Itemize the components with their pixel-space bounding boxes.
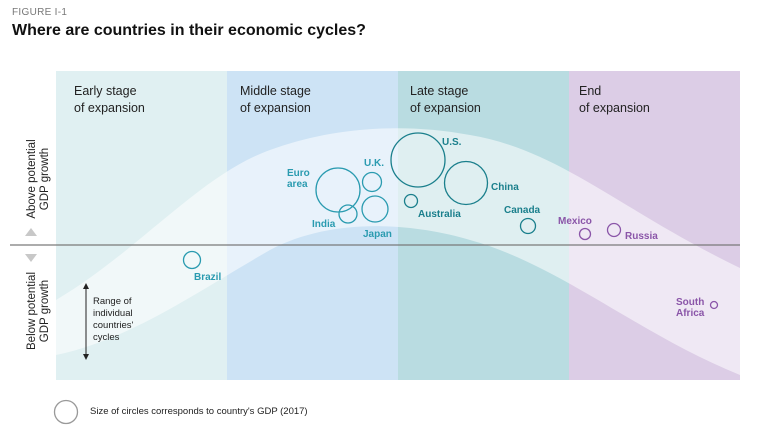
cycle-range-band	[56, 128, 740, 375]
y-label-above-line1: Above potential	[26, 139, 38, 219]
range-arrow-up-icon	[83, 283, 89, 289]
label-south-africa: South Africa	[676, 297, 704, 319]
chart-title: Where are countries in their economic cy…	[12, 22, 366, 39]
label-mexico: Mexico	[558, 216, 592, 227]
stage-middle-line2: of expansion	[240, 101, 311, 115]
circle-canada	[519, 217, 537, 235]
y-label-below: Below potential GDP growth	[26, 256, 52, 366]
legend-circle-icon	[53, 399, 79, 425]
range-arrow-down-icon	[83, 354, 89, 360]
circle-euro-area	[315, 167, 361, 213]
label-euro-area: Euro area	[287, 168, 310, 190]
range-note-line3: countries'	[93, 320, 134, 331]
circle-australia	[403, 193, 419, 209]
circle-mexico	[578, 227, 592, 241]
y-label-above-line2: GDP growth	[39, 147, 51, 211]
figure-label: FIGURE I-1	[12, 7, 68, 18]
circle-russia	[606, 222, 622, 238]
label-south-africa-line2: Africa	[676, 308, 705, 319]
label-uk: U.K.	[364, 158, 384, 169]
stage-early-label: Early stage of expansion	[74, 83, 145, 117]
label-brazil: Brazil	[194, 272, 222, 283]
y-label-below-line1: Below potential	[26, 272, 38, 350]
label-china: China	[491, 182, 519, 193]
label-euro-area-line1: Euro	[287, 168, 310, 179]
stage-end-label: End of expansion	[579, 83, 650, 117]
stage-end-line2: of expansion	[579, 101, 650, 115]
stage-end-line1: End	[579, 84, 602, 98]
label-russia: Russia	[625, 231, 658, 242]
circle-us	[390, 132, 446, 188]
stage-late-line2: of expansion	[410, 101, 481, 115]
circle-brazil	[182, 250, 202, 270]
legend-text: Size of circles corresponds to country's…	[90, 406, 308, 417]
range-note-line1: Range of	[93, 296, 132, 307]
stage-late-line1: Late stage	[410, 84, 469, 98]
circle-japan	[361, 195, 389, 223]
label-south-africa-line1: South	[676, 297, 705, 308]
stage-early-line2: of expansion	[74, 101, 145, 115]
stage-early-line1: Early stage	[74, 84, 137, 98]
range-note: Range of individual countries' cycles	[93, 296, 133, 344]
label-japan: Japan	[363, 229, 392, 240]
stage-middle-line1: Middle stage	[240, 84, 311, 98]
circle-india	[338, 204, 358, 224]
down-arrow-icon	[25, 254, 37, 262]
circle-south-africa	[709, 300, 719, 310]
label-us: U.S.	[442, 137, 462, 148]
label-india: India	[312, 219, 336, 230]
circle-china	[443, 160, 489, 206]
label-australia: Australia	[418, 209, 461, 220]
stage-late-label: Late stage of expansion	[410, 83, 481, 117]
range-note-line4: cycles	[93, 332, 120, 343]
range-note-line2: individual	[93, 308, 133, 319]
y-label-above: Above potential GDP growth	[26, 124, 52, 234]
label-euro-area-line2: area	[287, 179, 308, 190]
y-label-below-line2: GDP growth	[39, 279, 51, 343]
label-canada: Canada	[504, 205, 541, 216]
up-arrow-icon	[25, 228, 37, 236]
circle-uk	[361, 171, 383, 193]
stage-middle-label: Middle stage of expansion	[240, 83, 311, 117]
